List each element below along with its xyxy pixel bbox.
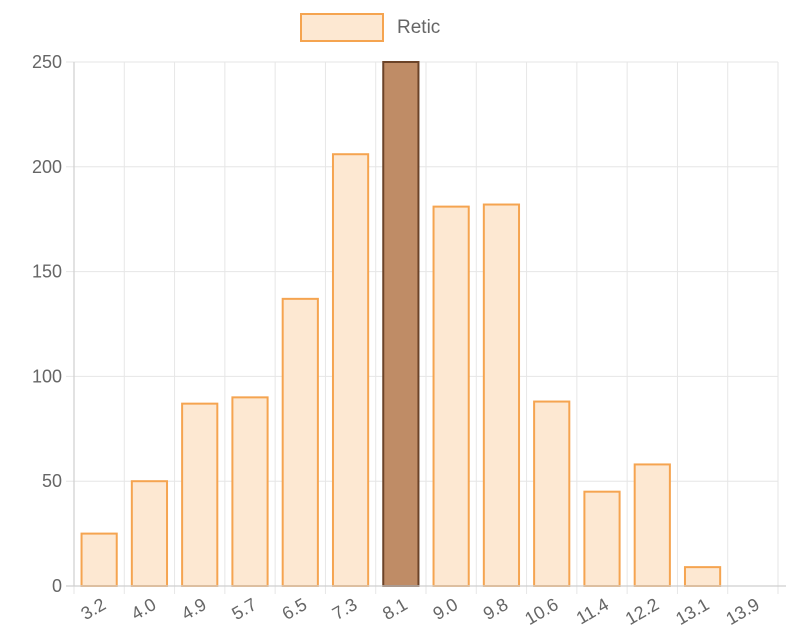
x-tick-label: 3.2 [77, 594, 109, 624]
x-tick-label: 8.1 [379, 594, 411, 624]
bars [80, 61, 722, 588]
x-tick-label: 4.9 [178, 594, 210, 624]
x-tick-label: 13.9 [723, 594, 763, 629]
x-tick-label: 10.6 [521, 594, 561, 629]
bar-12.2[interactable] [633, 463, 671, 588]
bar-10.6[interactable] [533, 400, 571, 587]
legend-label[interactable]: Retic [397, 17, 440, 38]
bar-4.9[interactable] [181, 402, 219, 588]
legend-swatch[interactable] [300, 13, 384, 42]
x-axis-ticks: 3.2 4.0 4.9 5.7 6.5 7.3 8.1 9.0 9.8 10.6 11.4 12.2 1… [77, 594, 762, 629]
x-tick-label: 7.3 [329, 594, 361, 624]
bar-7.3[interactable] [331, 153, 370, 587]
bar-13.1[interactable] [683, 566, 722, 587]
y-tick-label: 200 [32, 157, 62, 177]
y-tick-label: 50 [42, 471, 62, 491]
y-tick-label: 250 [32, 52, 62, 72]
y-tick-label: 150 [32, 262, 62, 282]
bar-5.7[interactable] [231, 396, 269, 587]
bar-6.5[interactable] [281, 297, 319, 587]
x-tick-label: 5.7 [228, 594, 260, 624]
x-tick-label: 6.5 [279, 594, 311, 624]
bar-3.2[interactable] [80, 532, 118, 587]
y-tick-label: 100 [32, 366, 62, 386]
bar-9.8[interactable] [482, 203, 521, 587]
legend[interactable]: Retic [300, 13, 440, 42]
x-tick-label: 13.1 [672, 594, 712, 629]
bar-9.0[interactable] [432, 205, 470, 587]
y-tick-label: 0 [52, 576, 62, 596]
x-tick-label: 12.2 [622, 594, 662, 629]
bar-4.0[interactable] [130, 480, 169, 588]
y-axis-ticks: 0 50 100 150 200 250 [32, 52, 62, 596]
x-tick-label: 9.8 [480, 594, 512, 624]
x-tick-label: 9.0 [429, 594, 461, 624]
axes [66, 62, 786, 587]
x-tick-label: 11.4 [573, 594, 612, 628]
grid [66, 61, 779, 594]
x-tick-label: 4.0 [128, 594, 160, 624]
bar-8.1[interactable] [382, 61, 420, 587]
bar-11.4[interactable] [583, 490, 621, 587]
